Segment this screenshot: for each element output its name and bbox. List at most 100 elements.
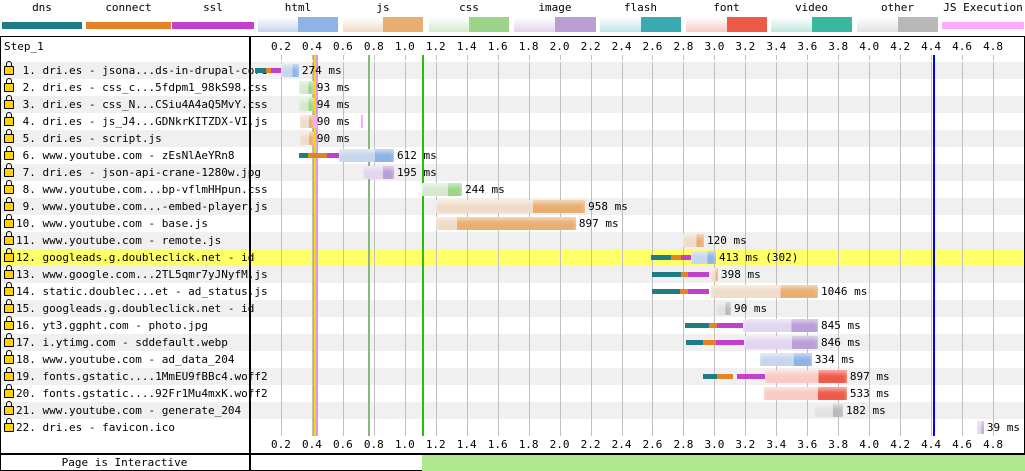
gridline (900, 62, 902, 436)
request-label[interactable]: 7. dri.es - json-api-crane-1280w.jpg (4, 163, 262, 181)
axis-tick-top: 1.2 (425, 40, 446, 53)
request-bar-image[interactable] (363, 166, 394, 179)
gridline (993, 62, 995, 436)
request-label[interactable]: 4. dri.es - js_J4...GDNkrKITZDX-VI.js (4, 112, 268, 130)
axis-tick-bottom: 1.0 (394, 438, 415, 451)
request-bar-js[interactable] (299, 132, 314, 145)
request-label[interactable]: 1. dri.es - jsona...ds-in-drupal-core (4, 61, 268, 79)
axis-tick-top: 3.8 (828, 40, 849, 53)
lock-icon (4, 180, 14, 194)
request-label[interactable]: 20. fonts.gstatic....92Fr1Mu4mxK.woff2 (4, 384, 268, 402)
axis-tick-top: 4.4 (921, 40, 942, 53)
request-label[interactable]: 5. dri.es - script.js (4, 129, 162, 147)
request-duration: 958 ms (588, 200, 628, 213)
request-bar-other[interactable] (813, 404, 844, 417)
request-bar-image[interactable] (976, 421, 984, 434)
request-bar-html[interactable] (760, 353, 812, 366)
table-row[interactable] (1, 130, 1024, 147)
table-row[interactable] (1, 62, 1024, 79)
axis-tick-bottom: 3.8 (828, 438, 849, 451)
request-duration: 1046 ms (820, 285, 868, 298)
ssl-segment (717, 323, 744, 328)
request-bar-js[interactable] (682, 234, 705, 247)
request-label[interactable]: 2. dri.es - css_c...5fdpm1_98kS98.css (4, 78, 268, 96)
axis-tick-bottom: 2.6 (642, 438, 663, 451)
dns-segment (652, 272, 681, 277)
legend-label: css (459, 1, 479, 14)
gridline (714, 62, 716, 436)
step-label: Step_1 (4, 40, 44, 53)
request-label[interactable]: 10. www.youtube.com - base.js (4, 214, 208, 232)
request-bar-js[interactable] (710, 268, 718, 281)
table-row[interactable] (1, 249, 1024, 266)
request-label[interactable]: 15. googleads.g.doubleclick.net - id (4, 299, 255, 317)
connect-segment (680, 289, 688, 294)
request-label[interactable]: 13. www.google.com...2TL5qmr7yJNyfM.js (4, 265, 268, 283)
request-label[interactable]: 12. googleads.g.doubleclick.net - id (4, 248, 254, 266)
connect-segment (717, 374, 733, 379)
axis-tick-bottom: 3.0 (704, 438, 725, 451)
request-bar-html[interactable] (339, 149, 394, 162)
table-row[interactable] (1, 300, 1024, 317)
request-bar-css[interactable] (298, 98, 314, 111)
axis-tick-top: 4.6 (952, 40, 973, 53)
axis-tick-bottom: 4.6 (952, 438, 973, 451)
request-bar-other[interactable] (715, 302, 731, 315)
table-row[interactable] (1, 164, 1024, 181)
legend-label: js (376, 1, 390, 14)
table-row[interactable] (1, 96, 1024, 113)
axis-tick-top: 4.2 (890, 40, 911, 53)
ssl-segment (687, 272, 709, 277)
request-label[interactable]: 18. www.youtube.com - ad_data_204 (4, 350, 235, 368)
request-label[interactable]: 14. static.doublec...et - ad_status.js (4, 282, 268, 300)
request-bar-js[interactable] (299, 115, 314, 128)
request-url: 15. googleads.g.doubleclick.net - id (16, 302, 255, 315)
table-row[interactable] (1, 402, 1024, 419)
request-label[interactable]: 17. i.ytimg.com - sddefault.webp (4, 333, 228, 351)
gridline (931, 62, 933, 436)
gridline (497, 55, 499, 60)
axis-tick-top: 0.2 (271, 40, 291, 53)
axis-tick-top: 1.4 (456, 40, 477, 53)
request-label[interactable]: 3. dri.es - css_N...CSiu4A4aQ5MvY.css (4, 95, 268, 113)
request-label[interactable]: 16. yt3.ggpht.com - photo.jpg (4, 316, 208, 334)
request-label[interactable]: 19. fonts.gstatic....1MmEU9fBBc4.woff2 (4, 367, 268, 385)
lock-icon (4, 112, 14, 126)
request-duration: 398 ms (720, 268, 761, 281)
ssl-segment (687, 289, 709, 294)
gridline (869, 62, 871, 436)
legend-item-font: font (686, 0, 767, 36)
request-url: 20. fonts.gstatic....92Fr1Mu4mxK.woff2 (16, 387, 268, 400)
gridline (652, 55, 654, 60)
request-bar-image[interactable] (743, 336, 818, 349)
request-label[interactable]: 6. www.youtube.com - zEsNlAeYRn8 (4, 146, 235, 164)
request-bar-js[interactable] (435, 200, 586, 213)
request-bar-js[interactable] (710, 285, 818, 298)
request-bar-font[interactable] (765, 370, 847, 383)
request-bar-css[interactable] (298, 81, 314, 94)
request-duration: 845 ms (820, 319, 861, 332)
lock-icon (4, 418, 14, 432)
request-bar-js[interactable] (435, 217, 576, 230)
request-bar-html[interactable] (691, 251, 716, 264)
request-label[interactable]: 21. www.youtube.com - generate_204 (4, 401, 241, 419)
request-label[interactable]: 9. www.youtube.com...-embed-player.js (4, 197, 268, 215)
gridline (466, 62, 468, 436)
request-url: 7. dri.es - json-api-crane-1280w.jpg (16, 166, 262, 179)
request-label[interactable]: 8. www.youtube.com...bp-vflmHHpun.css (4, 180, 268, 198)
request-bar-html[interactable] (280, 64, 299, 77)
request-url: 4. dri.es - js_J4...GDNkrKITZDX-VI.js (16, 115, 268, 128)
axis-tick-bottom: 0.4 (301, 438, 322, 451)
table-row[interactable] (1, 232, 1024, 249)
table-row[interactable] (1, 266, 1024, 283)
gridline (683, 62, 685, 436)
gridline (807, 55, 809, 60)
axis-tick-top: 0.6 (332, 40, 353, 53)
request-bar-image[interactable] (743, 319, 818, 332)
axis-tick-top: 1.8 (518, 40, 539, 53)
request-label[interactable]: 11. www.youtube.com - remote.js (4, 231, 221, 249)
lock-icon (4, 248, 14, 262)
request-bar-font[interactable] (764, 387, 847, 400)
request-label[interactable]: 22. dri.es - favicon.ico (4, 418, 175, 436)
request-bar-css[interactable] (421, 183, 463, 196)
